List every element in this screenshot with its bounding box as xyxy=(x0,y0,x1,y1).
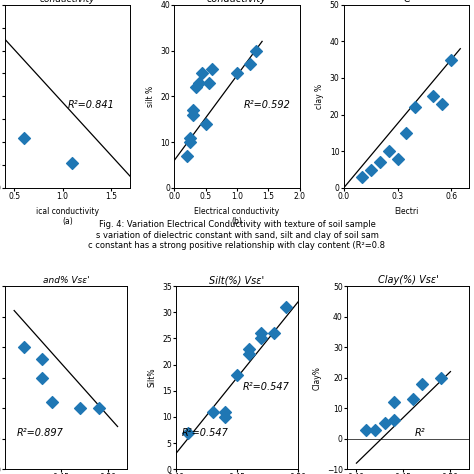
Point xyxy=(233,371,241,379)
Title: Clay(%) Vsε': Clay(%) Vsε' xyxy=(378,275,438,285)
Point xyxy=(429,92,437,100)
Text: R²=0.592: R²=0.592 xyxy=(243,100,290,110)
Point xyxy=(38,356,46,363)
Point xyxy=(385,147,392,155)
Point xyxy=(381,419,388,427)
Point xyxy=(367,166,374,173)
Point xyxy=(282,303,290,311)
Point xyxy=(258,329,265,337)
Point xyxy=(362,426,370,433)
Title: and% Vsε': and% Vsε' xyxy=(43,276,89,285)
Point xyxy=(221,408,228,416)
Point xyxy=(189,106,197,114)
Point xyxy=(208,65,216,73)
Point xyxy=(409,395,417,403)
Y-axis label: silt %: silt % xyxy=(146,86,155,107)
Point xyxy=(437,374,445,382)
Point xyxy=(38,374,46,382)
Point xyxy=(246,61,253,68)
Point xyxy=(48,398,55,406)
Point xyxy=(447,56,455,64)
Point xyxy=(205,79,212,86)
Point xyxy=(209,408,216,416)
Point xyxy=(246,350,253,358)
Point xyxy=(246,345,253,353)
Point xyxy=(76,404,84,412)
Point xyxy=(189,111,197,118)
Point xyxy=(258,335,265,342)
Text: R²=0.547: R²=0.547 xyxy=(182,428,229,438)
Point xyxy=(394,155,401,163)
Point xyxy=(372,426,379,433)
Point xyxy=(358,173,365,181)
Point xyxy=(411,103,419,111)
Y-axis label: Silt%: Silt% xyxy=(147,368,156,387)
Y-axis label: clay %: clay % xyxy=(315,84,324,109)
Point xyxy=(438,100,446,108)
Text: R²=0.547: R²=0.547 xyxy=(243,382,290,392)
Point xyxy=(233,70,241,77)
Point xyxy=(69,159,76,166)
Point xyxy=(20,343,27,351)
Point xyxy=(183,152,191,160)
Point xyxy=(376,158,383,166)
Point xyxy=(20,134,28,141)
Point xyxy=(202,120,210,128)
Point xyxy=(252,47,260,55)
Title: Silt(%) Vs Electrical
conductivity: Silt(%) Vs Electrical conductivity xyxy=(189,0,285,4)
Text: Fig. 4: Variation Electrical Conductivity with texture of soil sample
s variatio: Fig. 4: Variation Electrical Conductivit… xyxy=(89,220,385,250)
Point xyxy=(403,129,410,137)
Point xyxy=(95,404,102,412)
Point xyxy=(186,134,194,141)
X-axis label: Electrical conductivity
(b): Electrical conductivity (b) xyxy=(194,207,280,226)
Point xyxy=(196,79,203,86)
Title: and(%) Vs Electrical
conductivity: and(%) Vs Electrical conductivity xyxy=(22,0,113,4)
Y-axis label: Clay%: Clay% xyxy=(312,366,321,390)
X-axis label: ical conductivity
(a): ical conductivity (a) xyxy=(36,207,99,226)
X-axis label: Electri: Electri xyxy=(394,207,419,216)
Point xyxy=(419,380,426,388)
Point xyxy=(390,398,398,406)
Text: R²=0.897: R²=0.897 xyxy=(17,428,64,438)
Point xyxy=(221,413,228,421)
Title: Silt(%) Vsε': Silt(%) Vsε' xyxy=(210,275,264,285)
Point xyxy=(390,417,398,424)
Title: C: C xyxy=(403,0,410,4)
Point xyxy=(186,138,194,146)
Point xyxy=(192,83,200,91)
Point xyxy=(270,329,277,337)
Text: R²: R² xyxy=(414,428,425,438)
Point xyxy=(199,70,206,77)
Point xyxy=(184,429,192,437)
Text: R²=0.841: R²=0.841 xyxy=(67,100,114,110)
